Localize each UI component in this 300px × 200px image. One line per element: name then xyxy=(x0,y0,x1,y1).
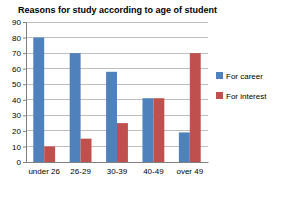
tick: 0 xyxy=(17,158,26,167)
tick-label: 90 xyxy=(12,18,21,27)
y-axis: 0 10 20 30 40 50 60 70 80 90 xyxy=(12,18,26,167)
tick: 20 xyxy=(12,127,26,136)
tick-label: 30 xyxy=(12,111,21,120)
bar xyxy=(33,38,44,162)
tick: 60 xyxy=(12,65,26,74)
tick-mark xyxy=(23,84,26,85)
tick: 26-29 xyxy=(70,167,91,176)
tick-label: 80 xyxy=(12,34,21,43)
background xyxy=(0,0,300,200)
tick: 50 xyxy=(12,80,26,89)
bar xyxy=(117,123,128,162)
bars xyxy=(33,38,200,162)
axis-line xyxy=(27,162,209,163)
tick: 80 xyxy=(12,34,26,43)
tick-mark xyxy=(23,115,26,116)
tick-label: 20 xyxy=(12,127,21,136)
tick: 30 xyxy=(12,111,26,120)
tick: 40-49 xyxy=(143,167,164,176)
tick-mark xyxy=(23,53,26,54)
title: Reasons for study according to age of st… xyxy=(18,5,217,15)
tick-label: over 49 xyxy=(176,167,203,176)
legend-swatch xyxy=(216,72,223,79)
tick: 10 xyxy=(12,143,26,152)
tick-mark xyxy=(23,69,26,70)
tick-mark xyxy=(23,100,26,101)
tick-label: 30-39 xyxy=(107,167,128,176)
grid-line xyxy=(26,22,208,23)
tick-label: 40-49 xyxy=(143,167,164,176)
tick-label: 60 xyxy=(12,65,21,74)
tick-label: 0 xyxy=(17,158,22,167)
tick-mark xyxy=(23,22,26,23)
tick-label: 40 xyxy=(12,96,21,105)
tick: 90 xyxy=(12,18,26,27)
tick: 40 xyxy=(12,96,26,105)
tick-label: 50 xyxy=(12,80,21,89)
tick-mark xyxy=(23,38,26,39)
bar xyxy=(153,98,164,162)
tick: over 49 xyxy=(176,167,203,176)
bar xyxy=(106,72,117,162)
legend-swatch xyxy=(216,92,223,99)
grid-line xyxy=(26,68,208,69)
tick-label: 10 xyxy=(12,143,21,152)
tick-label: 70 xyxy=(12,49,21,58)
chart: Reasons for study according to age of st… xyxy=(0,0,300,200)
tick-label: under 26 xyxy=(28,167,60,176)
legend-label: For career xyxy=(226,72,263,81)
bar xyxy=(70,53,81,162)
tick-mark xyxy=(23,162,26,163)
x-axis: under 26 26-29 30-39 40-49 over 49 xyxy=(27,163,209,176)
grid xyxy=(26,22,208,162)
axis-line xyxy=(23,23,27,163)
tick: 70 xyxy=(12,49,26,58)
tick-mark xyxy=(23,131,26,132)
tick-mark xyxy=(23,146,26,147)
plot: 0 10 20 30 40 50 60 70 80 90 under 26 26-29 30-39 40-… xyxy=(12,18,208,176)
bar xyxy=(179,132,190,162)
bar xyxy=(81,139,92,162)
bar xyxy=(44,146,55,162)
bar xyxy=(142,98,153,162)
tick-label: 26-29 xyxy=(70,167,91,176)
grid-line xyxy=(26,53,208,54)
tick: 30-39 xyxy=(107,167,128,176)
grid-line xyxy=(26,37,208,38)
tick: under 26 xyxy=(28,167,60,176)
legend-label: For interest xyxy=(226,92,267,101)
legend: For career For interest xyxy=(216,72,267,101)
bar xyxy=(190,53,201,162)
